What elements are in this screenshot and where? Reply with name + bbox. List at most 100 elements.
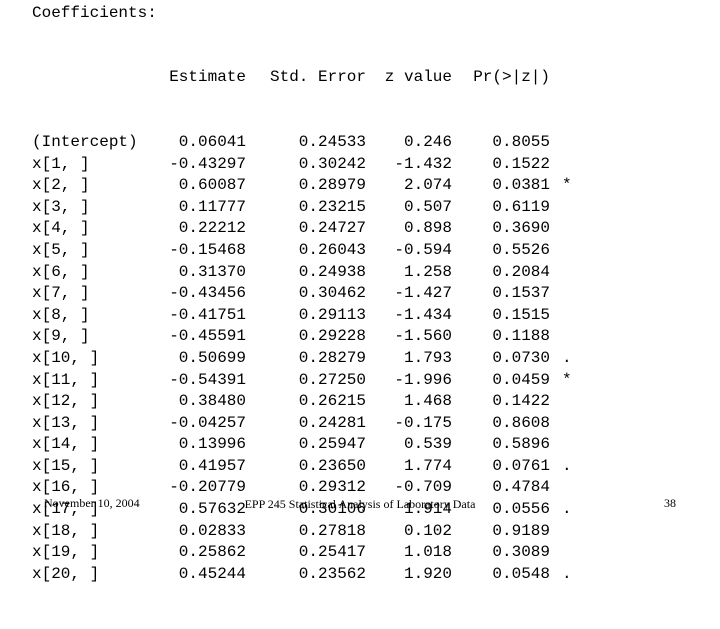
z-value-cell: 1.914 <box>403 500 452 519</box>
z-value-cell: -0.709 <box>394 478 452 497</box>
table-row: x[7, ] -0.43456 0.30462 -1.427 0.1537 <box>32 283 550 305</box>
coefficient-name: x[4, ] <box>32 219 90 238</box>
z-value-cell: -1.432 <box>394 154 452 173</box>
std-error-cell: 0.29312 <box>298 478 366 497</box>
std-error-cell: 0.24533 <box>298 132 366 151</box>
coefficients-table: Estimate Std. Error z value Pr(>|z|) (In… <box>32 24 572 629</box>
table-row: x[20, ] 0.45244 0.23562 1.920 0.0548. <box>32 564 572 586</box>
table-row: x[17, ] 0.57632 0.30106 1.914 0.0556. <box>32 499 572 521</box>
slide: Coefficients: Estimate Std. Error z valu… <box>32 4 676 583</box>
p-value-cell: 0.1188 <box>492 327 550 346</box>
table-row: x[4, ] 0.22212 0.24727 0.898 0.3690 <box>32 218 550 240</box>
estimate-cell: 0.50699 <box>178 348 246 367</box>
table-row: x[15, ] 0.41957 0.23650 1.774 0.0761. <box>32 456 572 478</box>
estimate-cell: -0.43456 <box>169 284 246 303</box>
estimate-cell: 0.31370 <box>178 262 246 281</box>
table-row: x[2, ] 0.60087 0.28979 2.074 0.0381 * <box>32 175 572 197</box>
z-value-cell: -0.594 <box>394 240 452 259</box>
coefficient-name: x[10, ] <box>32 348 100 367</box>
std-error-cell: 0.29228 <box>298 327 366 346</box>
coefficient-name: x[16, ] <box>32 478 100 497</box>
z-value-cell: 0.246 <box>403 132 452 151</box>
table-row: x[3, ] 0.11777 0.23215 0.507 0.6119 <box>32 197 550 219</box>
coefficient-name: x[9, ] <box>32 327 90 346</box>
p-value-cell: 0.5896 <box>492 435 550 454</box>
estimate-cell: -0.41751 <box>169 305 246 324</box>
std-error-cell: 0.27250 <box>298 370 366 389</box>
p-value-cell: 0.0381 <box>492 176 550 195</box>
table-row: x[13, ] -0.04257 0.24281 -0.175 0.8608 <box>32 413 550 435</box>
coefficients-heading: Coefficients: <box>32 4 157 22</box>
table-row: x[9, ] -0.45591 0.29228 -1.560 0.1188 <box>32 326 550 348</box>
std-error-cell: 0.26215 <box>298 392 366 411</box>
estimate-cell: -0.43297 <box>169 154 246 173</box>
std-error-cell: 0.26043 <box>298 240 366 259</box>
table-row: x[19, ] 0.25862 0.25417 1.018 0.3089 <box>32 542 550 564</box>
z-value-cell: 1.468 <box>403 392 452 411</box>
table-row: x[16, ] -0.20779 0.29312 -0.709 0.4784 <box>32 477 550 499</box>
estimate-cell: -0.15468 <box>169 240 246 259</box>
std-error-cell: 0.25947 <box>298 435 366 454</box>
z-value-cell: 1.774 <box>403 456 452 475</box>
estimate-cell: -0.54391 <box>169 370 246 389</box>
p-value-cell: 0.8055 <box>492 132 550 151</box>
p-value-cell: 0.2084 <box>492 262 550 281</box>
z-value-cell: 2.074 <box>403 176 452 195</box>
significance-code: . <box>562 348 572 367</box>
estimate-cell: -0.04257 <box>169 413 246 432</box>
z-value-cell: 0.539 <box>403 435 452 454</box>
p-value-cell: 0.3089 <box>492 543 550 562</box>
coefficient-name: x[8, ] <box>32 305 90 324</box>
table-row: x[11, ] -0.54391 0.27250 -1.996 0.0459 * <box>32 370 572 392</box>
p-value-cell: 0.5526 <box>492 240 550 259</box>
table-body: (Intercept) 0.06041 0.24533 0.246 0.8055 x[1,… <box>32 132 572 586</box>
coefficient-name: x[13, ] <box>32 413 100 432</box>
table-row: x[14, ] 0.13996 0.25947 0.539 0.5896 <box>32 434 550 456</box>
z-value-cell: -1.560 <box>394 327 452 346</box>
p-value-cell: 0.3690 <box>492 219 550 238</box>
p-value-cell: 0.1537 <box>492 284 550 303</box>
table-row: (Intercept) 0.06041 0.24533 0.246 0.8055 <box>32 132 550 154</box>
estimate-cell: 0.22212 <box>178 219 246 238</box>
p-value-cell: 0.0459 <box>492 370 550 389</box>
estimate-cell: -0.20779 <box>169 478 246 497</box>
p-value-cell: 0.0556 <box>492 500 550 519</box>
p-value-cell: 0.6119 <box>492 197 550 216</box>
z-value-cell: -1.434 <box>394 305 452 324</box>
p-value-cell: 0.1522 <box>492 154 550 173</box>
std-error-cell: 0.28279 <box>298 348 366 367</box>
std-error-cell: 0.23215 <box>298 197 366 216</box>
z-value-cell: 0.102 <box>403 521 452 540</box>
table-row: x[12, ] 0.38480 0.26215 1.468 0.1422 <box>32 391 550 413</box>
estimate-cell: 0.02833 <box>178 521 246 540</box>
coefficient-name: x[17, ] <box>32 500 100 519</box>
estimate-cell: 0.60087 <box>178 176 246 195</box>
estimate-cell: -0.45591 <box>169 327 246 346</box>
coefficient-name: x[6, ] <box>32 262 90 281</box>
estimate-cell: 0.41957 <box>178 456 246 475</box>
significance-code: . <box>562 500 572 519</box>
p-value-cell: 0.0730 <box>492 348 550 367</box>
coefficient-name: x[18, ] <box>32 521 100 540</box>
std-error-cell: 0.23650 <box>298 456 366 475</box>
std-error-cell: 0.30106 <box>298 500 366 519</box>
coefficient-name: x[3, ] <box>32 197 90 216</box>
coefficient-name: x[2, ] <box>32 176 90 195</box>
coefficient-name: x[12, ] <box>32 392 100 411</box>
p-value-cell: 0.0548 <box>492 564 550 583</box>
z-value-cell: 1.793 <box>403 348 452 367</box>
z-value-cell: 0.507 <box>403 197 452 216</box>
coefficient-name: x[7, ] <box>32 284 90 303</box>
table-header-row: Estimate Std. Error z value Pr(>|z|) <box>32 67 550 89</box>
std-error-cell: 0.29113 <box>298 305 366 324</box>
significance-code: . <box>562 564 572 583</box>
table-row: x[8, ] -0.41751 0.29113 -1.434 0.1515 <box>32 305 550 327</box>
p-value-cell: 0.8608 <box>492 413 550 432</box>
estimate-cell: 0.13996 <box>178 435 246 454</box>
footer-date: November 10, 2004 <box>44 496 140 510</box>
z-value-cell: 1.258 <box>403 262 452 281</box>
z-value-cell: -1.996 <box>394 370 452 389</box>
table-row: x[10, ] 0.50699 0.28279 1.793 0.0730. <box>32 348 572 370</box>
std-error-cell: 0.24281 <box>298 413 366 432</box>
p-value-cell: 0.0761 <box>492 456 550 475</box>
